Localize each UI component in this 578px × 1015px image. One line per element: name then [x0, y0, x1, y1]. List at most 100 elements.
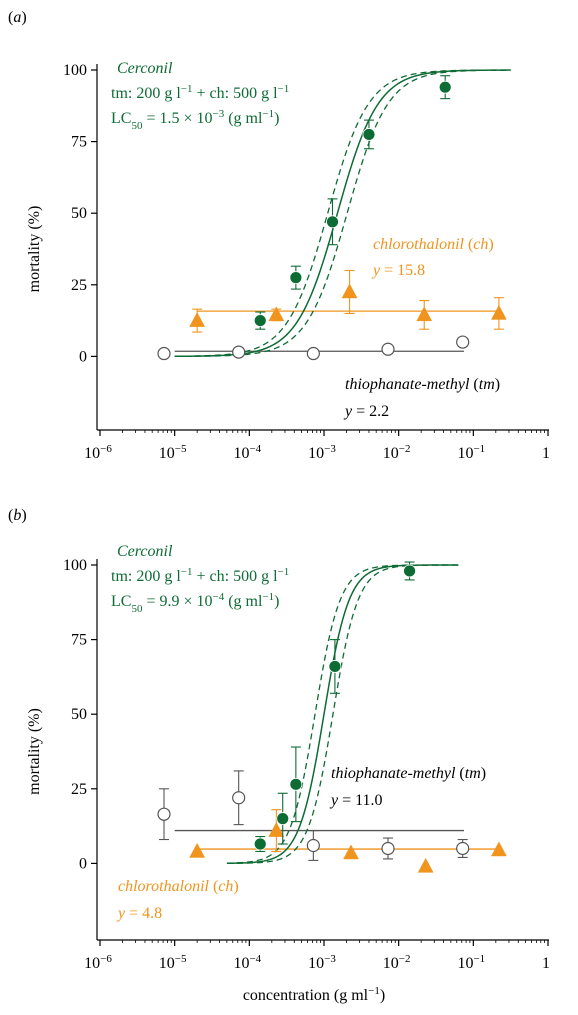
chlorothalonil-equation: y = 15.8 — [371, 262, 425, 279]
cerconil-point — [362, 128, 376, 141]
cerconil-title-part: Cerconil — [117, 60, 173, 77]
cerconil-composition-part: −1 — [181, 83, 193, 95]
y-tick-label: 75 — [71, 632, 87, 649]
chlorothalonil-point — [416, 306, 433, 322]
chlorothalonil-point — [490, 841, 507, 857]
chlorothalonil-label-part: ch — [473, 236, 488, 253]
x-tick-label-part: 10 — [457, 445, 473, 462]
cerconil-lc50-part: 50 — [131, 603, 143, 615]
x-tick-label: 10−4 — [233, 953, 261, 972]
x-tick-label-part: 10 — [84, 955, 100, 972]
cerconil-title: Cerconil — [117, 543, 173, 560]
cerconil-lc50-part: = 1.5 × 10 — [142, 110, 212, 127]
cerconil-composition-part: tm: 200 g l — [111, 85, 181, 102]
thiophanate-point — [232, 345, 246, 359]
cerconil-point — [289, 777, 303, 791]
cerconil-lc50-part: ) — [274, 593, 279, 610]
x-tick-label-part: 10 — [457, 955, 473, 972]
x-tick-label-part: −3 — [324, 443, 336, 455]
thiophanate-equation-part: y — [343, 403, 353, 420]
chlorothalonil-label-part: ch — [218, 878, 233, 895]
thiophanate-equation: y = 2.2 — [343, 403, 389, 420]
x-tick-label-part: 10 — [233, 445, 249, 462]
thiophanate-label-part: thiophanate-methyl — [331, 765, 459, 782]
cerconil-point — [253, 837, 267, 851]
x-tick-label-part: −4 — [249, 953, 261, 965]
y-axis-label: mortality (%) — [26, 206, 43, 293]
chlorothalonil-point — [341, 283, 358, 299]
x-axis-label: concentration (g ml−1) — [243, 985, 385, 1004]
cerconil-lc50-part: (g ml — [224, 593, 263, 610]
x-tick-label-part: −1 — [473, 443, 485, 455]
panel-label-part: ( — [8, 507, 13, 524]
x-tick-label: 10−3 — [308, 443, 336, 462]
x-tick-label-part: 10 — [383, 955, 399, 972]
x-tick-label-part: −4 — [249, 443, 261, 455]
chlorothalonil-equation-part: = 15.8 — [380, 262, 425, 279]
cerconil-lc50-part: LC — [111, 593, 131, 610]
chlorothalonil-equation: y = 4.8 — [116, 905, 162, 922]
thiophanate-label-part: ) — [481, 765, 486, 782]
cerconil-composition-part: + ch: 500 g l — [193, 85, 279, 102]
panel-label-part: a — [13, 9, 21, 26]
y-tick-label: 25 — [71, 781, 87, 798]
cerconil-composition-part: −1 — [181, 566, 193, 578]
cerconil-lc50-part: (g ml — [224, 110, 263, 127]
panel-label-part: b — [13, 507, 21, 524]
cerconil-composition-part: −1 — [278, 83, 290, 95]
cerconil-composition-part: + ch: 500 g l — [193, 568, 279, 585]
panel-label: (b) — [8, 507, 27, 524]
thiophanate-point — [157, 346, 171, 361]
thiophanate-point — [306, 838, 320, 853]
thiophanate-label-part: tm — [479, 376, 495, 393]
x-tick-label-part: 10 — [308, 445, 324, 462]
cerconil-point — [403, 564, 416, 578]
cerconil-composition: tm: 200 g l−1 + ch: 500 g l−1 — [111, 566, 289, 585]
chlorothalonil-label-part: ) — [488, 236, 493, 253]
thiophanate-label-part: tm — [465, 765, 481, 782]
cerconil-lc50-part: ) — [274, 110, 279, 127]
y-tick-label: 0 — [79, 348, 87, 365]
cerconil-lc50: LC50 = 1.5 × 10−3 (g ml−1) — [111, 108, 279, 132]
x-tick-label-part: 10 — [233, 955, 249, 972]
cerconil-title: Cerconil — [117, 60, 173, 77]
thiophanate-label-part: ) — [495, 376, 500, 393]
thiophanate-point — [456, 841, 470, 856]
thiophanate-equation-part: = 2.2 — [352, 403, 389, 420]
x-tick-label-part: 10 — [159, 955, 175, 972]
panel-label-part: ) — [21, 507, 26, 524]
chlorothalonil-point — [268, 306, 285, 322]
x-tick-label: 10−2 — [383, 443, 411, 462]
thiophanate-point — [456, 335, 470, 349]
cerconil-point — [289, 271, 303, 285]
y-tick-label: 25 — [71, 277, 87, 294]
x-tick-label: 10−3 — [308, 953, 336, 972]
thiophanate-label: thiophanate-methyl (tm) — [331, 765, 486, 782]
x-tick-label-part: −3 — [324, 953, 336, 965]
thiophanate-label-part: ( — [473, 376, 478, 393]
cerconil-point — [326, 215, 339, 229]
x-tick-label: 10−2 — [383, 953, 411, 972]
cerconil-ci-upper — [174, 69, 511, 357]
thiophanate-point — [381, 342, 395, 356]
x-axis-label-part: concentration (g ml — [243, 987, 369, 1004]
x-axis-label-part: −1 — [368, 985, 380, 997]
x-tick-label: 10−1 — [457, 443, 485, 462]
x-tick-label-part: −2 — [399, 443, 411, 455]
y-tick-label: 75 — [71, 134, 87, 151]
cerconil-point — [438, 80, 452, 94]
chlorothalonil-label-part: chlorothalonil — [373, 236, 468, 253]
thiophanate-point — [381, 841, 395, 856]
thiophanate-equation: y = 11.0 — [329, 792, 383, 809]
thiophanate-label-part: ( — [459, 765, 464, 782]
x-tick-label: 10−4 — [233, 443, 261, 462]
panel-label-part: ) — [21, 9, 26, 26]
thiophanate-point — [232, 791, 246, 805]
y-tick-label: 100 — [63, 62, 87, 79]
chlorothalonil-label-part: ( — [468, 236, 473, 253]
x-axis-label-part: ) — [380, 987, 385, 1004]
cerconil-lc50-part: = 9.9 × 10 — [142, 593, 212, 610]
cerconil-composition: tm: 200 g l−1 + ch: 500 g l−1 — [111, 83, 289, 102]
x-tick-label-part: 10 — [159, 445, 175, 462]
